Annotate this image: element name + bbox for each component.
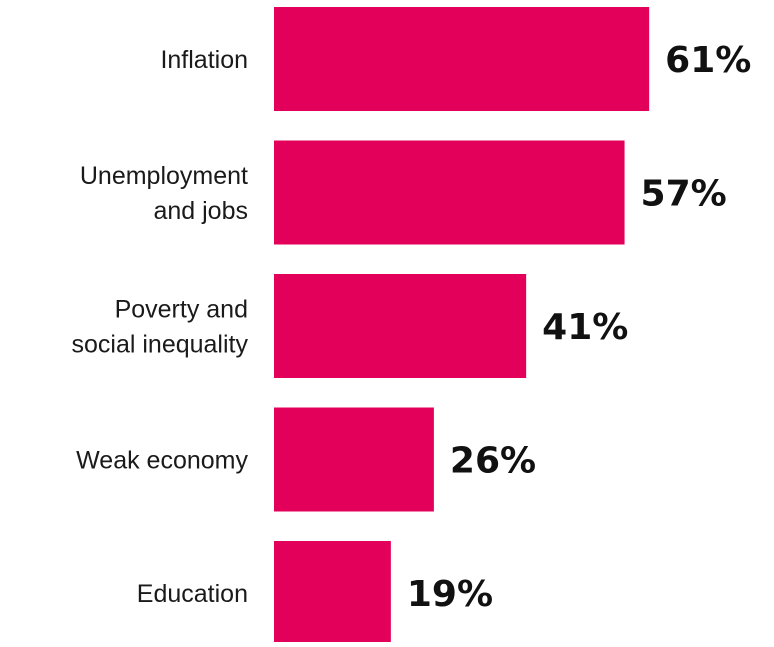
value-label-4: 19% xyxy=(407,574,493,615)
bar-0 xyxy=(274,7,650,111)
bar-4 xyxy=(274,541,391,645)
category-label-line: Unemployment xyxy=(80,162,248,190)
category-label-line: and jobs xyxy=(153,197,248,225)
value-label-3: 26% xyxy=(450,441,536,482)
category-label-3: Weak economy xyxy=(76,447,248,475)
bar-3 xyxy=(274,407,434,512)
value-label-1: 57% xyxy=(641,174,727,215)
category-label-4: Education xyxy=(137,580,248,608)
category-label-line: Poverty and xyxy=(115,296,248,324)
category-label-2: Poverty and social inequality xyxy=(72,296,249,359)
category-label-line: social inequality xyxy=(72,331,249,359)
value-label-0: 61% xyxy=(665,40,751,81)
category-label-0: Inflation xyxy=(160,46,248,74)
value-label-2: 41% xyxy=(542,307,628,348)
category-label-line: Weak economy xyxy=(76,447,248,475)
bar-1 xyxy=(274,140,625,245)
category-label-line: Education xyxy=(137,580,248,608)
bar-2 xyxy=(274,274,527,378)
category-label-line: Inflation xyxy=(160,46,248,74)
category-label-1: Unemployment and jobs xyxy=(80,162,248,225)
